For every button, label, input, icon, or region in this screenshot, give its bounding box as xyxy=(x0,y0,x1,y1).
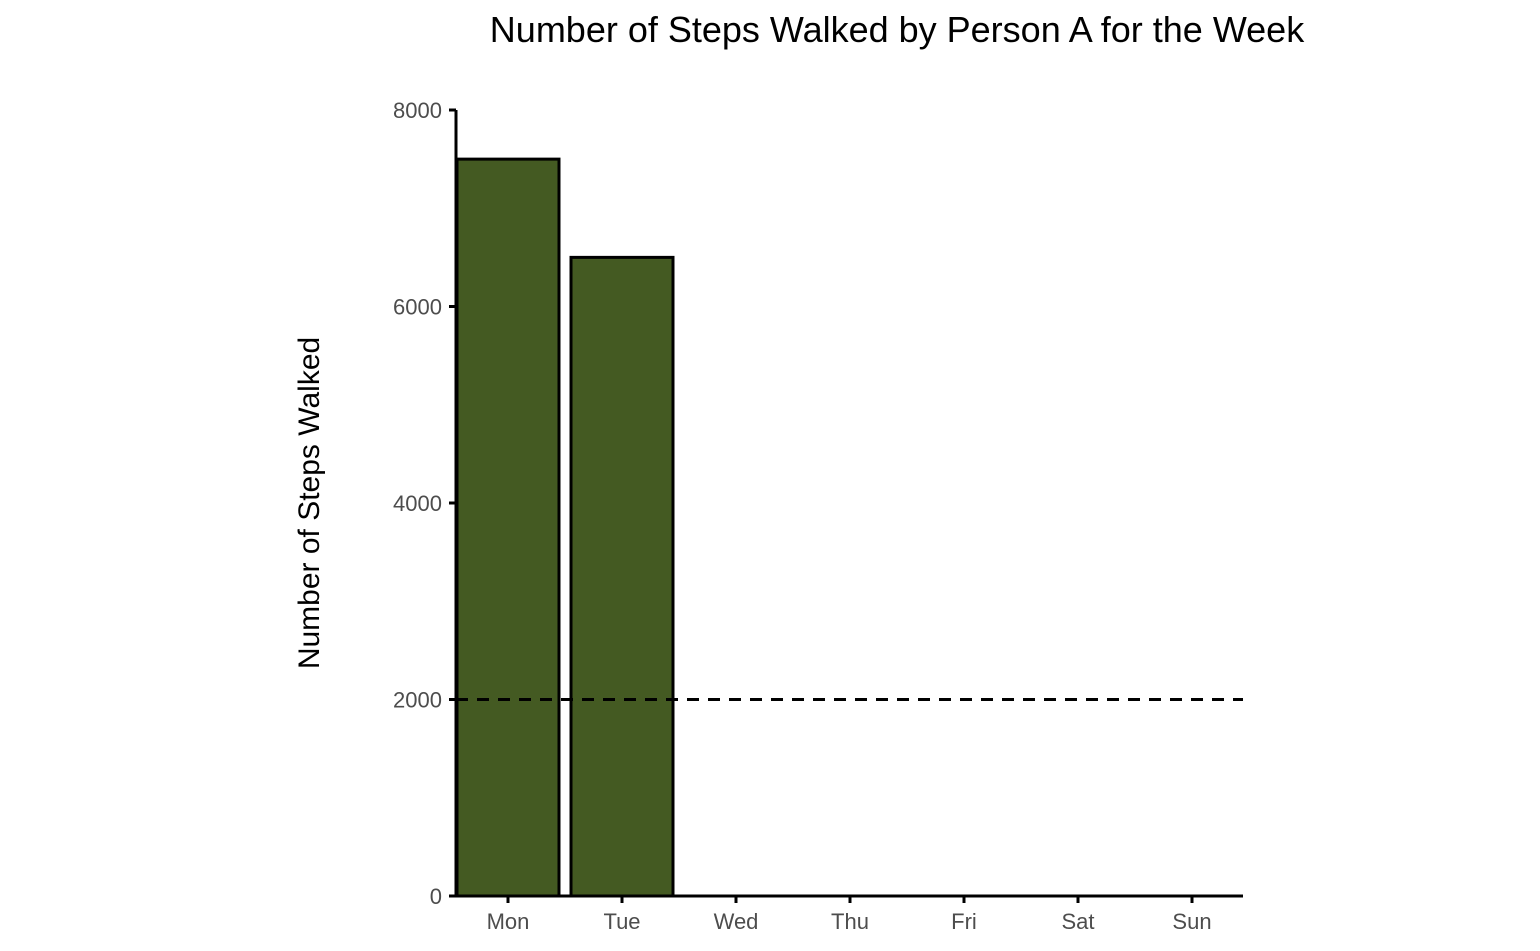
axes-layer: 0 2000 4000 6000 8000 Mon Tue Wed Thu Fri Sat Sun xyxy=(393,98,1243,934)
x-tick-label-fri: Fri xyxy=(951,909,977,934)
x-tick-label-sat: Sat xyxy=(1061,909,1094,934)
x-tick-label-thu: Thu xyxy=(831,909,869,934)
bar-tue xyxy=(569,255,675,898)
bars-layer xyxy=(455,157,675,898)
chart-title: Number of Steps Walked by Person A for t… xyxy=(490,9,1305,50)
y-tick-label: 4000 xyxy=(393,491,442,516)
y-tick-label: 6000 xyxy=(393,295,442,320)
x-tick-label-wed: Wed xyxy=(714,909,759,934)
y-tick-label: 0 xyxy=(430,884,442,909)
y-tick-label: 8000 xyxy=(393,98,442,123)
y-tick-label: 2000 xyxy=(393,688,442,713)
y-axis-label: Number of Steps Walked xyxy=(293,337,326,669)
x-tick-label-tue: Tue xyxy=(603,909,640,934)
bar-mon xyxy=(455,157,561,898)
x-tick-label-sun: Sun xyxy=(1172,909,1211,934)
x-tick-label-mon: Mon xyxy=(487,909,530,934)
